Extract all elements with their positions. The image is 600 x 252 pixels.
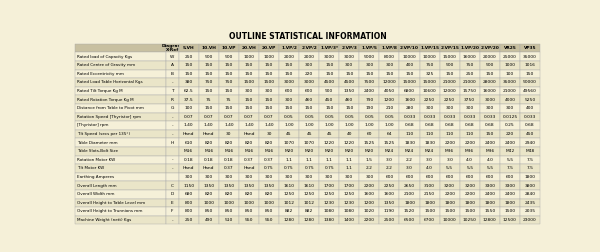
Text: OUTLINE STATISTICAL INFORMATION: OUTLINE STATISTICAL INFORMATION xyxy=(229,32,386,41)
